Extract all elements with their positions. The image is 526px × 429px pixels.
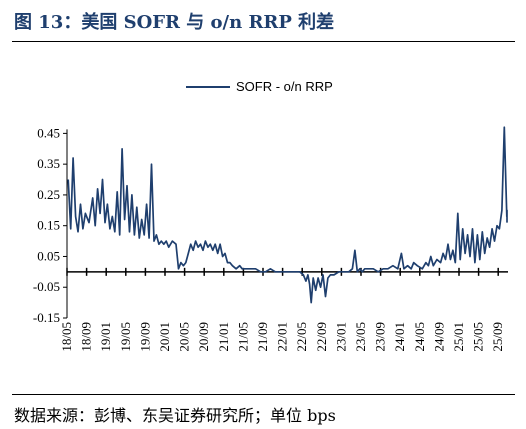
x-tick-label: 23/09 xyxy=(373,322,388,352)
bottom-rule xyxy=(12,394,515,395)
y-tick-label: 0.45 xyxy=(37,125,60,140)
x-tick-label: 19/01 xyxy=(98,322,113,352)
series-line-sofr-rrp xyxy=(67,126,508,304)
x-tick-label: 22/09 xyxy=(314,322,329,352)
x-tick-label: 25/05 xyxy=(471,322,486,352)
x-tick-label: 24/09 xyxy=(431,322,446,352)
x-tick-label: 20/09 xyxy=(196,322,211,352)
legend: SOFR - o/n RRP xyxy=(186,79,333,94)
y-ticks: -0.15 -0.05 0.05 0.15 0.25 0.35 0.45 xyxy=(33,125,67,325)
x-tick-label: 20/05 xyxy=(177,322,192,352)
y-tick-label: -0.05 xyxy=(33,279,60,294)
x-tick-label: 18/05 xyxy=(59,322,74,352)
line-chart: SOFR - o/n RRP -0.15 -0.05 0.05 0.15 0.25 0.3… xyxy=(33,79,508,352)
x-tick-label: 24/05 xyxy=(412,322,427,352)
x-tick-label: 20/01 xyxy=(157,322,172,352)
y-tick-label: 0.35 xyxy=(37,156,60,171)
x-tick-label: 19/05 xyxy=(118,322,133,352)
y-tick-label: 0.25 xyxy=(37,187,60,202)
y-tick-label: -0.15 xyxy=(33,310,60,325)
x-tick-label: 23/01 xyxy=(333,322,348,352)
y-tick-label: 0.15 xyxy=(37,218,60,233)
x-tick-label: 23/05 xyxy=(353,322,368,352)
x-tick-label: 25/01 xyxy=(451,322,466,352)
x-tick-label: 21/01 xyxy=(216,322,231,352)
top-rule xyxy=(12,41,515,42)
x-tick-label: 24/01 xyxy=(392,322,407,352)
x-tick-label: 21/05 xyxy=(235,322,250,352)
x-tick-label: 25/09 xyxy=(490,322,505,352)
chart-title: 图 13：美国 SOFR 与 o/n RRP 利差 xyxy=(14,12,335,33)
x-tick-label: 19/09 xyxy=(137,322,152,352)
y-tick-label: 0.05 xyxy=(37,248,60,263)
x-tick-label: 22/05 xyxy=(294,322,309,352)
x-tick-label: 21/09 xyxy=(255,322,270,352)
source-note: 数据来源：彭博、东吴证券研究所；单位 bps xyxy=(14,406,336,425)
x-tick-label: 22/01 xyxy=(275,322,290,352)
x-ticks: 18/05 18/09 19/01 19/05 19/09 20/01 20/05 20/09… xyxy=(59,267,505,352)
legend-label: SOFR - o/n RRP xyxy=(236,79,333,94)
x-tick-label: 18/09 xyxy=(79,322,94,352)
